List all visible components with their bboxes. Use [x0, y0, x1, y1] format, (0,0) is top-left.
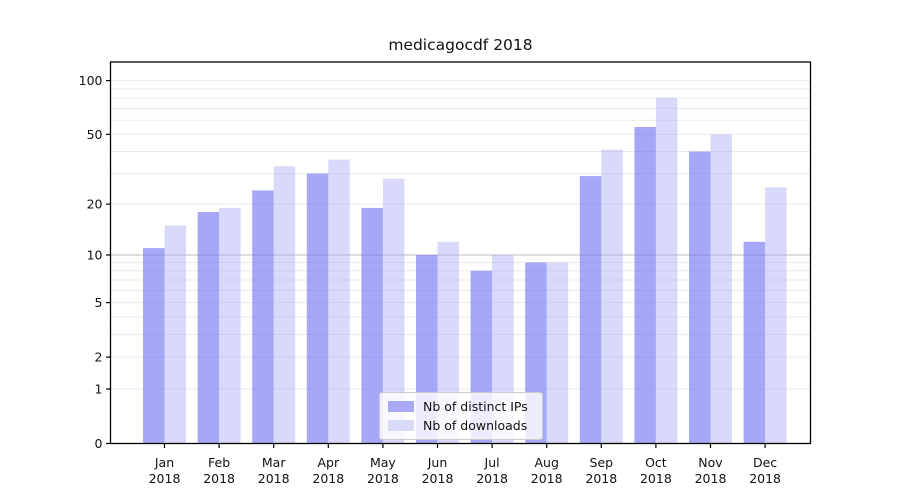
x-tick-label: Mar 2018: [258, 455, 290, 486]
x-tick-label: Jun 2018: [422, 455, 454, 486]
bar-downloads: [273, 166, 296, 444]
bar-distinct-ips: [579, 176, 602, 444]
bar-downloads: [164, 225, 186, 444]
bar-distinct-ips: [743, 241, 766, 444]
y-tick-label: 5: [95, 295, 103, 310]
x-tick-label: Jul 2018: [476, 455, 508, 486]
bar-downloads: [219, 207, 241, 444]
x-tick-label: Sep 2018: [585, 455, 617, 486]
bar-downloads: [601, 149, 623, 444]
x-tick-label: Dec 2018: [749, 455, 781, 486]
bar-downloads: [382, 178, 405, 444]
y-tick-label: 2: [95, 350, 103, 365]
legend-row-downloads: Nb of downloads: [388, 418, 532, 433]
y-tick-label: 1: [95, 382, 103, 397]
legend-row-distinct-ips: Nb of distinct IPs: [388, 399, 532, 414]
bar-downloads: [765, 187, 787, 444]
x-tick-label: May 2018: [367, 455, 399, 486]
legend-label-distinct-ips: Nb of distinct IPs: [423, 399, 528, 414]
bar-distinct-ips: [252, 190, 274, 444]
x-tick-label: Jan 2018: [149, 455, 181, 486]
bar-distinct-ips: [361, 207, 383, 444]
bar-downloads: [546, 262, 569, 444]
plot-border: [109, 61, 812, 445]
bar-downloads: [328, 159, 350, 444]
bar-distinct-ips: [689, 151, 711, 444]
y-tick-label: 0: [95, 436, 103, 451]
legend: Nb of distinct IPs Nb of downloads: [379, 392, 543, 440]
bar-distinct-ips: [143, 248, 165, 444]
y-tick-label: 10: [87, 247, 103, 262]
x-tick-label: Feb 2018: [203, 455, 235, 486]
y-tick-label: 50: [87, 127, 103, 142]
y-tick-label: 20: [87, 197, 103, 212]
y-tick-label: 100: [79, 73, 103, 88]
bar-distinct-ips: [306, 173, 329, 444]
bar-distinct-ips: [634, 126, 656, 444]
bar-downloads: [710, 134, 732, 444]
x-tick-label: Oct 2018: [640, 455, 672, 486]
x-tick-label: Nov 2018: [695, 455, 727, 486]
legend-label-downloads: Nb of downloads: [423, 418, 528, 433]
legend-swatch-downloads: [388, 420, 414, 431]
x-tick-label: Aug 2018: [531, 455, 563, 486]
legend-swatch-distinct-ips: [388, 401, 414, 412]
chart-title: medicagocdf 2018: [388, 36, 533, 54]
x-tick-label: Apr 2018: [312, 455, 344, 486]
bar-downloads: [655, 97, 678, 444]
bar-distinct-ips: [197, 211, 220, 444]
